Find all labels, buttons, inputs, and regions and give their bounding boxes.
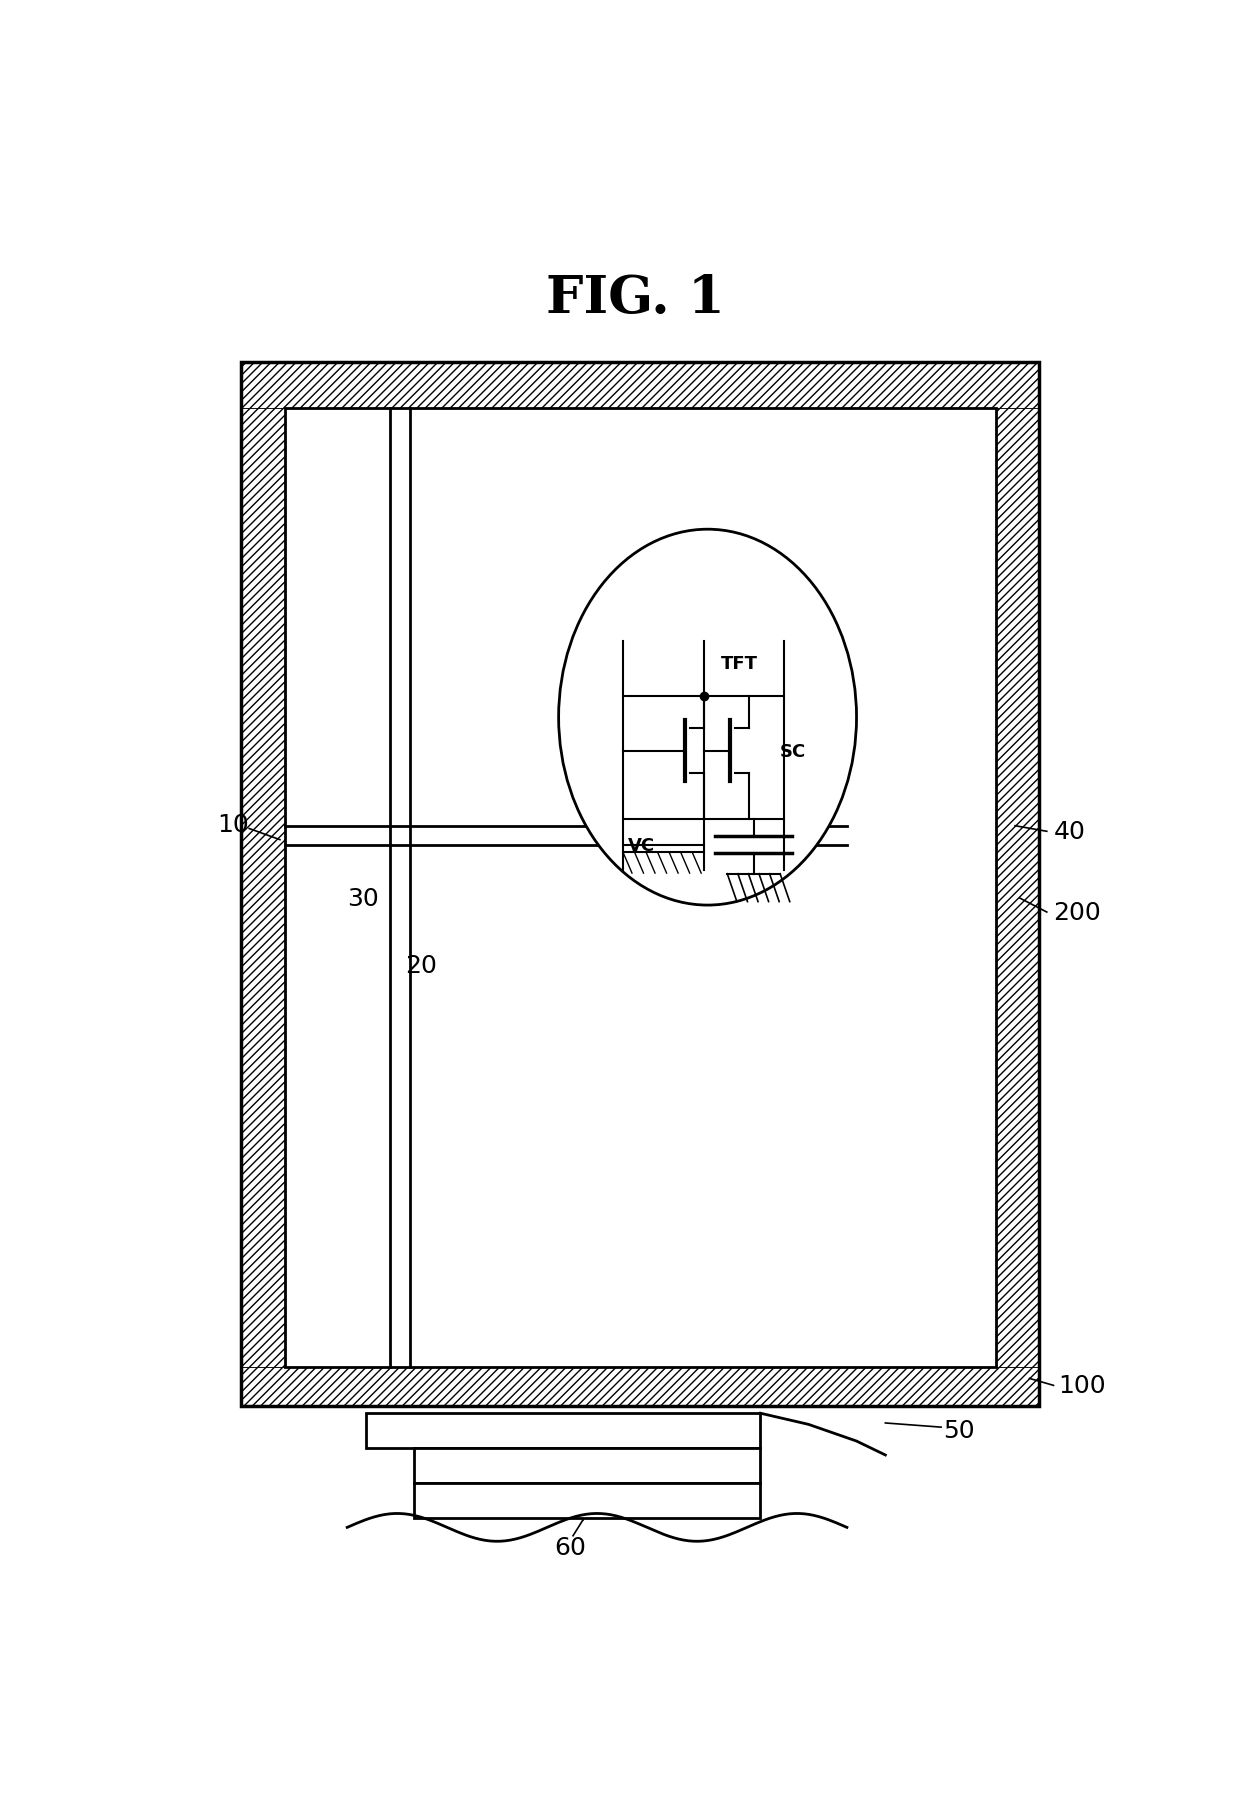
Bar [285,408,996,1368]
Bar [414,1447,760,1484]
Text: 50: 50 [942,1418,975,1442]
Bar [242,1368,1039,1406]
Text: 20: 20 [404,954,436,978]
Text: 60: 60 [554,1534,585,1559]
Text: 10: 10 [217,813,249,837]
Text: SC: SC [780,743,806,761]
Bar [367,1413,760,1447]
Ellipse shape [558,529,857,905]
Text: FIG. 1: FIG. 1 [546,273,725,323]
Text: VC: VC [627,837,655,855]
Text: TFT: TFT [720,656,758,674]
Bar [242,408,285,1368]
Text: 30: 30 [347,887,379,911]
Bar [242,363,1039,1406]
Text: 40: 40 [1054,820,1085,844]
Bar [242,363,1039,408]
Text: 200: 200 [1054,900,1101,925]
Text: 100: 100 [1058,1373,1106,1397]
Bar [996,408,1039,1368]
Bar [414,1484,760,1518]
